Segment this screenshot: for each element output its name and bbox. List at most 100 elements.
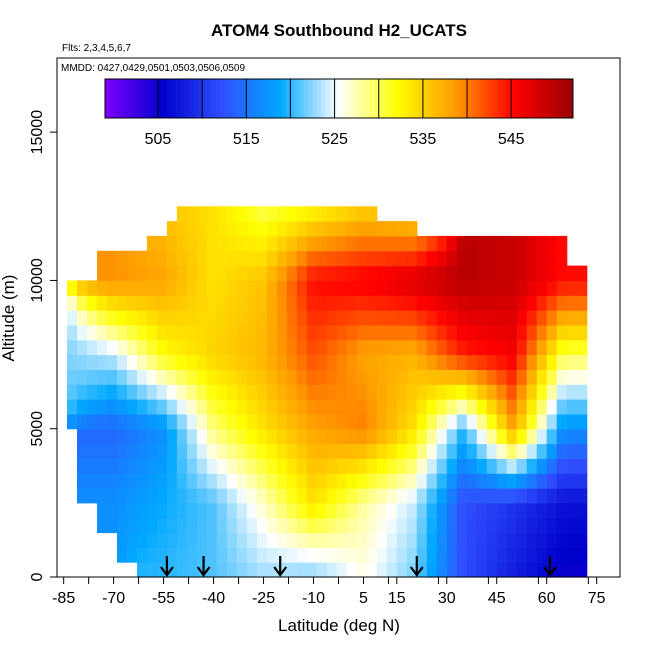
heatmap-cell bbox=[406, 324, 418, 341]
heatmap-cell bbox=[166, 532, 178, 548]
heatmap-cell bbox=[526, 428, 538, 445]
heatmap-cell bbox=[276, 458, 288, 474]
heatmap-cell bbox=[466, 473, 478, 489]
heatmap-cell bbox=[226, 310, 238, 326]
heatmap-cell bbox=[546, 532, 558, 548]
x-tick-label: -40 bbox=[202, 590, 225, 607]
heatmap-cell bbox=[107, 280, 118, 296]
heatmap-cell bbox=[406, 413, 418, 430]
heatmap-cell bbox=[426, 458, 438, 474]
heatmap-cell bbox=[356, 428, 368, 445]
heatmap-cell bbox=[206, 502, 218, 519]
colorbar-swatch bbox=[312, 79, 318, 118]
heatmap-cell bbox=[466, 310, 478, 326]
heatmap-cell bbox=[406, 265, 418, 281]
y-tick-label: 10000 bbox=[29, 258, 46, 303]
heatmap-cell bbox=[436, 473, 448, 489]
heatmap-cell bbox=[97, 443, 108, 459]
colorbar-swatch bbox=[122, 79, 128, 118]
heatmap-cell bbox=[426, 428, 438, 445]
heatmap-cell bbox=[256, 517, 268, 534]
heatmap-cell bbox=[127, 532, 138, 548]
heatmap-cell bbox=[156, 339, 168, 356]
heatmap-cell bbox=[476, 250, 488, 267]
heatmap-cell bbox=[77, 488, 88, 504]
heatmap-cell bbox=[166, 517, 178, 534]
heatmap-cell bbox=[156, 354, 168, 370]
heatmap-cell bbox=[446, 310, 458, 326]
heatmap-cell bbox=[216, 562, 228, 578]
heatmap-cell bbox=[176, 354, 188, 370]
colorbar-border bbox=[104, 78, 574, 119]
colorbar-swatch bbox=[533, 79, 539, 118]
heatmap-cell bbox=[526, 562, 538, 578]
heatmap-cell bbox=[166, 265, 178, 281]
heatmap-cell bbox=[97, 339, 108, 356]
heatmap-cell bbox=[476, 235, 488, 252]
heatmap-cell bbox=[546, 547, 558, 563]
heatmap-cell bbox=[286, 250, 298, 267]
heatmap-cell bbox=[576, 428, 588, 445]
heatmap-cell bbox=[466, 339, 478, 356]
heatmap-cell bbox=[97, 384, 108, 400]
heatmap-cell bbox=[576, 488, 588, 504]
heatmap-cell bbox=[456, 235, 468, 252]
heatmap-cell bbox=[316, 517, 328, 534]
heatmap-cell bbox=[196, 280, 208, 296]
heatmap-cell bbox=[276, 532, 288, 548]
heatmap-cell bbox=[137, 399, 148, 415]
heatmap-cell bbox=[526, 235, 538, 252]
heatmap-cell bbox=[246, 280, 258, 296]
heatmap-cell bbox=[326, 250, 338, 267]
heatmap-cell bbox=[326, 399, 338, 415]
x-tick-label: -70 bbox=[102, 590, 125, 607]
heatmap-cell bbox=[107, 265, 118, 281]
heatmap-cell bbox=[316, 265, 328, 281]
heatmap-cell bbox=[416, 413, 428, 430]
heatmap-cell bbox=[306, 399, 318, 415]
heatmap-cell bbox=[316, 310, 328, 326]
heatmap-cell bbox=[366, 547, 378, 563]
heatmap-cell bbox=[516, 369, 528, 385]
colorbar-tick-label: 525 bbox=[321, 131, 348, 148]
heatmap-cell bbox=[416, 280, 428, 296]
heatmap-cell bbox=[186, 399, 198, 415]
heatmap-cell bbox=[146, 547, 158, 563]
heatmap-cell bbox=[546, 413, 558, 430]
heatmap-cell bbox=[556, 265, 568, 281]
heatmap-cell bbox=[196, 562, 208, 578]
heatmap-cell bbox=[396, 339, 408, 356]
heatmap-cell bbox=[246, 250, 258, 267]
heatmap-cell bbox=[286, 547, 298, 563]
heatmap-cell bbox=[406, 280, 418, 296]
heatmap-cell bbox=[226, 369, 238, 385]
heatmap-cell bbox=[266, 443, 278, 459]
heatmap-cell bbox=[256, 235, 268, 252]
heatmap-cell bbox=[156, 517, 168, 534]
heatmap-cell bbox=[226, 324, 238, 341]
heatmap-cell bbox=[486, 413, 498, 430]
heatmap-cell bbox=[356, 354, 368, 370]
heatmap-cell bbox=[336, 235, 348, 252]
heatmap-cell bbox=[406, 473, 418, 489]
heatmap-cell bbox=[216, 265, 228, 281]
heatmap-cell bbox=[206, 488, 218, 504]
heatmap-cell bbox=[456, 562, 468, 578]
heatmap-cell bbox=[127, 517, 138, 534]
heatmap-cell bbox=[176, 265, 188, 281]
heatmap-cell bbox=[456, 547, 468, 563]
heatmap-cell bbox=[146, 399, 158, 415]
heatmap-cell bbox=[107, 339, 118, 356]
heatmap-cell bbox=[346, 399, 358, 415]
heatmap-cell bbox=[506, 532, 518, 548]
heatmap-cell bbox=[536, 547, 548, 563]
heatmap-cell bbox=[316, 532, 328, 548]
x-tick-label: 15 bbox=[388, 590, 406, 607]
heatmap-cell bbox=[266, 547, 278, 563]
heatmap-cell bbox=[376, 473, 388, 489]
heatmap-cell bbox=[346, 280, 358, 296]
heatmap-cell bbox=[146, 295, 158, 311]
heatmap-cell bbox=[196, 221, 208, 237]
heatmap-cell bbox=[246, 428, 258, 445]
heatmap-cell bbox=[127, 265, 138, 281]
